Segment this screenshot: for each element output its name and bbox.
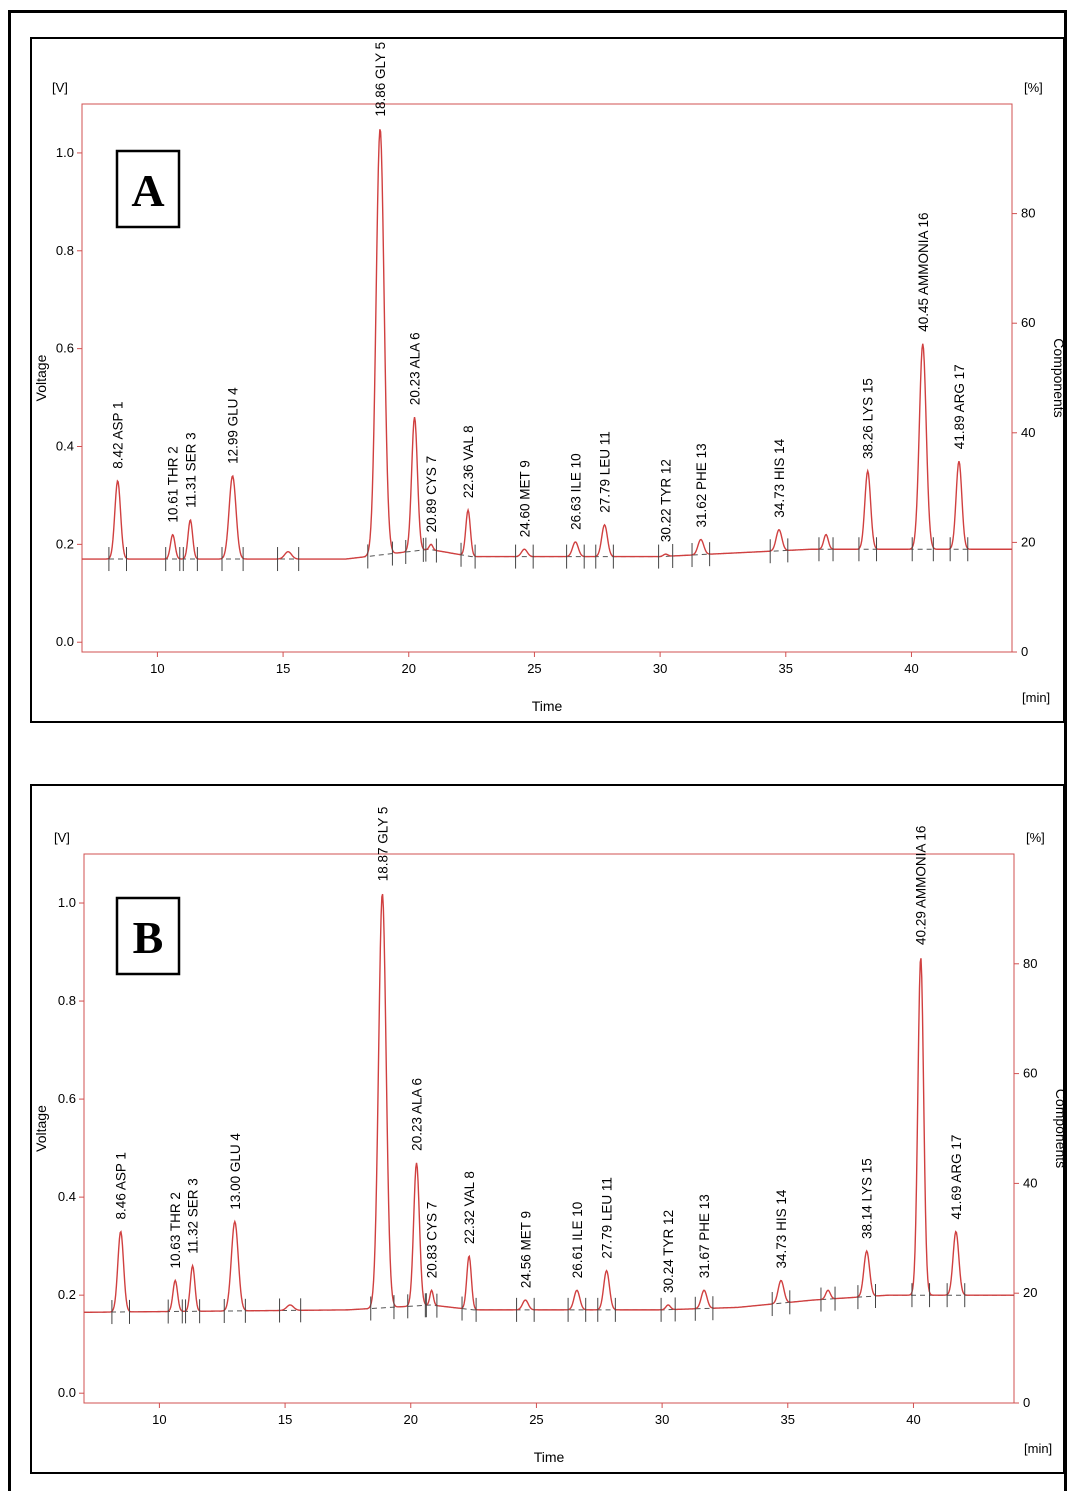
peak-label: 11.31 SER 3: [183, 432, 198, 508]
peak-label: 31.62 PHE 13: [694, 443, 709, 527]
y-tick-label: 0.6: [58, 1091, 76, 1106]
y2-tick-label: 20: [1021, 534, 1035, 549]
y-tick-label: 0.0: [58, 1385, 76, 1400]
y-tick-label: 0.2: [58, 1287, 76, 1302]
y2-axis-title: Components: [1053, 1089, 1069, 1168]
x-tick-label: 10: [152, 1412, 166, 1427]
x-tick-label: 10: [150, 661, 164, 676]
peak-label: 12.99 GLU 4: [226, 387, 241, 464]
y2-axis-title: Components: [1051, 338, 1067, 417]
peak-label: 10.63 THR 2: [168, 1192, 183, 1268]
x-tick-label: 30: [655, 1412, 669, 1427]
peak-label: 30.24 TYR 12: [661, 1210, 676, 1293]
x-tick-label: 30: [653, 661, 667, 676]
panel-label: A: [131, 165, 164, 216]
peak-label: 20.23 ALA 6: [408, 332, 423, 405]
chromatogram-trace: [83, 893, 1014, 1314]
y2-tick-label: 60: [1021, 315, 1035, 330]
peak-label: 10.61 THR 2: [166, 446, 181, 522]
peak-label: 34.73 HIS 14: [772, 438, 787, 517]
y-unit: [V]: [52, 80, 68, 95]
y2-tick-label: 20: [1023, 1285, 1037, 1300]
x-axis-title: Time: [534, 1449, 565, 1465]
peak-label: 41.69 ARG 17: [949, 1135, 964, 1220]
chromatogram-panel-b: 0.0 0.2 0.4 0.6 0.8 1.0 0 20 40 60 80 10 15 20 25 30 35 4…: [30, 784, 1069, 1474]
peak-label: 8.46 ASP 1: [114, 1152, 129, 1219]
y2-tick-label: 60: [1023, 1066, 1037, 1081]
peak-label: 8.42 ASP 1: [111, 401, 126, 468]
y-tick-label: 0.8: [58, 993, 76, 1008]
peak-label: 22.32 VAL 8: [462, 1171, 477, 1244]
peak-label: 40.29 AMMONIA 16: [914, 826, 929, 945]
peak-label: 34.73 HIS 14: [774, 1189, 789, 1268]
x-unit: [min]: [1024, 1441, 1052, 1456]
y-tick-label: 1.0: [58, 895, 76, 910]
y-axis-title: Voltage: [33, 354, 49, 401]
y-tick-label: 0.4: [56, 439, 74, 454]
y2-tick-label: 40: [1021, 425, 1035, 440]
y-axis-title: Voltage: [33, 1105, 49, 1152]
chromatogram-b-svg: 0.0 0.2 0.4 0.6 0.8 1.0 0 20 40 60 80 10 15 20 25 30 35 4…: [33, 807, 1069, 1465]
baseline-dashed: [82, 548, 1012, 560]
peak-label: 22.36 VAL 8: [461, 425, 476, 498]
x-tick-label: 20: [404, 1412, 418, 1427]
peak-label: 26.63 ILE 10: [568, 453, 583, 530]
chromatogram-panel-a: 0.0 0.2 0.4 0.6 0.8 1.0 0 20 40 60 80 10 15 20 25 30 35 4…: [30, 37, 1067, 723]
peak-label: 27.79 LEU 11: [598, 431, 613, 513]
peak-label: 20.23 ALA 6: [410, 1078, 425, 1151]
x-axis-title: Time: [532, 698, 563, 714]
x-tick-label: 35: [781, 1412, 795, 1427]
peak-label: 18.87 GLY 5: [375, 807, 390, 882]
panel-label: B: [133, 912, 164, 963]
peak-label: 24.60 MET 9: [517, 460, 532, 537]
y-unit: [V]: [54, 830, 70, 845]
peak-label: 38.26 LYS 15: [861, 378, 876, 459]
x-tick-label: 25: [527, 661, 541, 676]
y-tick-label: 1.0: [56, 145, 74, 160]
x-tick-label: 15: [278, 1412, 292, 1427]
peak-label: 27.79 LEU 11: [600, 1177, 615, 1259]
peak-label: 30.22 TYR 12: [659, 459, 674, 542]
panel-label-box: [115, 896, 181, 976]
chromatogram-trace: [82, 129, 1012, 560]
x-tick-label: 15: [276, 661, 290, 676]
peak-label: 40.45 AMMONIA 16: [916, 212, 931, 331]
plot-frame: [83, 853, 1015, 1404]
peak-label: 18.86 GLY 5: [373, 42, 388, 117]
plot-frame: [81, 103, 1013, 653]
x-tick-label: 20: [402, 661, 416, 676]
chromatogram-a-svg: 0.0 0.2 0.4 0.6 0.8 1.0 0 20 40 60 80 10 15 20 25 30 35 4…: [33, 42, 1067, 714]
y2-unit: [%]: [1024, 80, 1043, 95]
peak-label: 20.89 CYS 7: [424, 456, 439, 533]
peak-label: 24.56 MET 9: [518, 1211, 533, 1288]
x-tick-label: 40: [906, 1412, 920, 1427]
peak-label: 11.32 SER 3: [186, 1178, 201, 1254]
peak-label: 20.83 CYS 7: [425, 1202, 440, 1279]
y-tick-label: 0.4: [58, 1189, 76, 1204]
peak-label: 26.61 ILE 10: [570, 1202, 585, 1279]
x-tick-label: 25: [529, 1412, 543, 1427]
figure-frame: [8, 10, 1067, 1491]
y2-unit: [%]: [1026, 830, 1045, 845]
peak-label: 31.67 PHE 13: [697, 1194, 712, 1278]
y2-tick-label: 0: [1021, 644, 1028, 659]
y2-tick-label: 0: [1023, 1395, 1030, 1410]
y2-tick-label: 40: [1023, 1175, 1037, 1190]
x-unit: [min]: [1022, 690, 1050, 705]
y2-tick-label: 80: [1023, 956, 1037, 971]
y-tick-label: 0.8: [56, 243, 74, 258]
y-tick-label: 0.0: [56, 634, 74, 649]
peak-label: 38.14 LYS 15: [860, 1158, 875, 1239]
x-tick-label: 40: [904, 661, 918, 676]
peak-label: 13.00 GLU 4: [228, 1133, 243, 1210]
panel-label-box: [115, 149, 181, 229]
x-tick-label: 35: [779, 661, 793, 676]
y2-tick-label: 80: [1021, 206, 1035, 221]
y-tick-label: 0.2: [56, 536, 74, 551]
y-tick-label: 0.6: [56, 341, 74, 356]
peak-label: 41.89 ARG 17: [952, 364, 967, 449]
